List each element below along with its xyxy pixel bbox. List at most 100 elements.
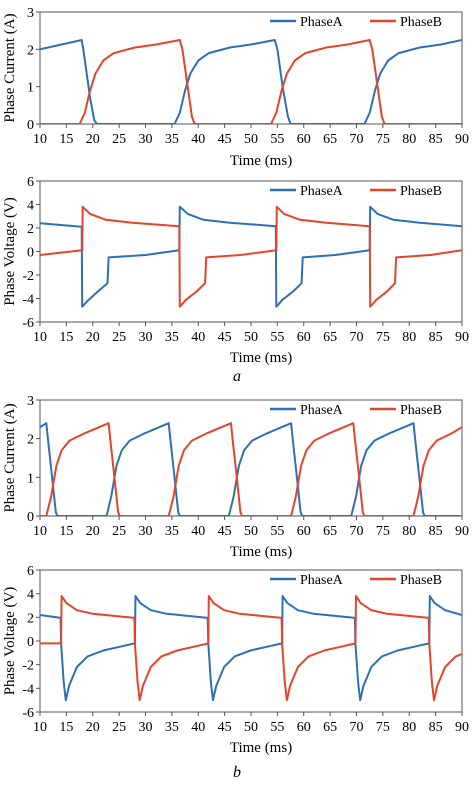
x-tick-label: 55: [270, 524, 284, 539]
x-tick-label: 60: [297, 720, 311, 735]
y-tick-label: 3: [27, 394, 34, 409]
x-tick-label: 65: [323, 720, 337, 735]
x-tick-label: 80: [402, 720, 416, 735]
x-tick-label: 10: [33, 330, 47, 345]
x-tick-label: 70: [350, 720, 364, 735]
x-tick-label: 15: [59, 330, 73, 345]
x-tick-label: 30: [139, 132, 153, 147]
y-tick-label: 0: [27, 118, 34, 133]
legend-label-phasea: PhaseA: [300, 15, 344, 30]
y-tick-label: -6: [22, 706, 34, 721]
x-tick-label: 35: [165, 330, 179, 345]
series-line-phasea: [40, 205, 462, 308]
x-tick-label: 35: [165, 524, 179, 539]
x-tick-label: 75: [376, 330, 390, 345]
y-tick-label: -4: [22, 293, 34, 308]
x-tick-label: 30: [139, 330, 153, 345]
y-tick-label: -2: [22, 659, 34, 674]
x-tick-label: 65: [323, 330, 337, 345]
x-tick-label: 45: [218, 330, 232, 345]
x-tick-label: 10: [33, 524, 47, 539]
plot-frame: [39, 569, 463, 713]
legend-label-phaseb: PhaseB: [400, 15, 442, 30]
x-tick-label: 65: [323, 524, 337, 539]
plot-frame: [39, 11, 463, 125]
x-tick-label: 80: [402, 132, 416, 147]
y-axis-title: Phase Current (A): [2, 403, 18, 512]
x-tick-label: 30: [139, 524, 153, 539]
x-tick-label: 65: [323, 132, 337, 147]
plot-frame: [39, 180, 463, 323]
chart-b-phase-voltage: 10 15 20 25 30 35 40 45 50 55 60 65 70 75 80 85 90-6-4-2…: [2, 564, 469, 756]
x-tick-label: 40: [191, 330, 205, 345]
x-tick-label: 70: [350, 330, 364, 345]
x-tick-label: 55: [270, 132, 284, 147]
x-tick-label: 20: [86, 524, 100, 539]
panel-label-a: a: [233, 368, 241, 385]
legend-label-phasea: PhaseA: [300, 184, 344, 199]
y-tick-label: 6: [27, 175, 34, 190]
series-line-phaseb: [40, 39, 462, 124]
x-axis-title: Time (ms): [230, 740, 292, 756]
y-tick-label: -2: [22, 269, 34, 284]
x-axis-title: Time (ms): [230, 350, 292, 366]
y-tick-label: -6: [22, 316, 34, 331]
x-tick-label: 60: [297, 132, 311, 147]
y-tick-label: 6: [27, 564, 34, 579]
x-tick-label: 25: [112, 524, 126, 539]
x-tick-label: 85: [429, 132, 443, 147]
legend-label-phaseb: PhaseB: [400, 573, 442, 588]
x-tick-label: 20: [86, 132, 100, 147]
x-tick-label: 90: [455, 524, 469, 539]
legend-label-phaseb: PhaseB: [400, 184, 442, 199]
y-tick-label: -4: [22, 682, 34, 697]
x-tick-label: 75: [376, 720, 390, 735]
series-line-phaseb: [40, 595, 462, 702]
x-tick-label: 25: [112, 132, 126, 147]
series-line-phaseb: [40, 205, 462, 308]
x-tick-label: 90: [455, 132, 469, 147]
y-tick-label: 4: [27, 199, 34, 214]
x-tick-label: 45: [218, 132, 232, 147]
series-line-phasea: [40, 39, 462, 124]
x-tick-label: 90: [455, 330, 469, 345]
y-tick-label: 0: [27, 635, 34, 650]
x-tick-label: 90: [455, 720, 469, 735]
x-tick-label: 85: [429, 720, 443, 735]
y-axis-title: Phase Voltage (V): [2, 197, 18, 306]
x-tick-label: 60: [297, 330, 311, 345]
x-tick-label: 20: [86, 330, 100, 345]
y-tick-label: 2: [27, 611, 34, 626]
legend-label-phaseb: PhaseB: [400, 403, 442, 418]
y-axis-title: Phase Voltage (V): [2, 587, 18, 696]
x-tick-label: 15: [59, 524, 73, 539]
y-tick-label: 1: [27, 471, 34, 486]
x-tick-label: 45: [218, 720, 232, 735]
x-tick-label: 40: [191, 132, 205, 147]
x-tick-label: 35: [165, 720, 179, 735]
x-tick-label: 80: [402, 524, 416, 539]
x-axis-title: Time (ms): [230, 153, 292, 169]
x-tick-label: 55: [270, 330, 284, 345]
series-line-phasea: [40, 595, 462, 702]
y-axis-title: Phase Current (A): [2, 13, 18, 122]
x-tick-label: 10: [33, 132, 47, 147]
series-line-phaseb: [40, 422, 462, 516]
x-tick-label: 50: [244, 720, 258, 735]
chart-b-phase-current: 10 15 20 25 30 35 40 45 50 55 60 65 70 75 80 85 90 0 1 2 3 Ti…: [2, 394, 469, 560]
x-tick-label: 35: [165, 132, 179, 147]
y-tick-label: 0: [27, 510, 34, 525]
series-line-phasea: [40, 422, 462, 516]
panel-label-b: b: [233, 764, 241, 781]
chart-a-phase-voltage: 10 15 20 25 30 35 40 45 50 55 60 65 70 75 80 85 90-6-4-2…: [2, 175, 469, 366]
x-tick-label: 45: [218, 524, 232, 539]
x-tick-label: 15: [59, 720, 73, 735]
y-tick-label: 0: [27, 246, 34, 261]
legend-label-phasea: PhaseA: [300, 573, 344, 588]
x-tick-label: 75: [376, 524, 390, 539]
x-tick-label: 55: [270, 720, 284, 735]
x-tick-label: 40: [191, 524, 205, 539]
x-tick-label: 50: [244, 330, 258, 345]
x-tick-label: 20: [86, 720, 100, 735]
x-tick-label: 80: [402, 330, 416, 345]
